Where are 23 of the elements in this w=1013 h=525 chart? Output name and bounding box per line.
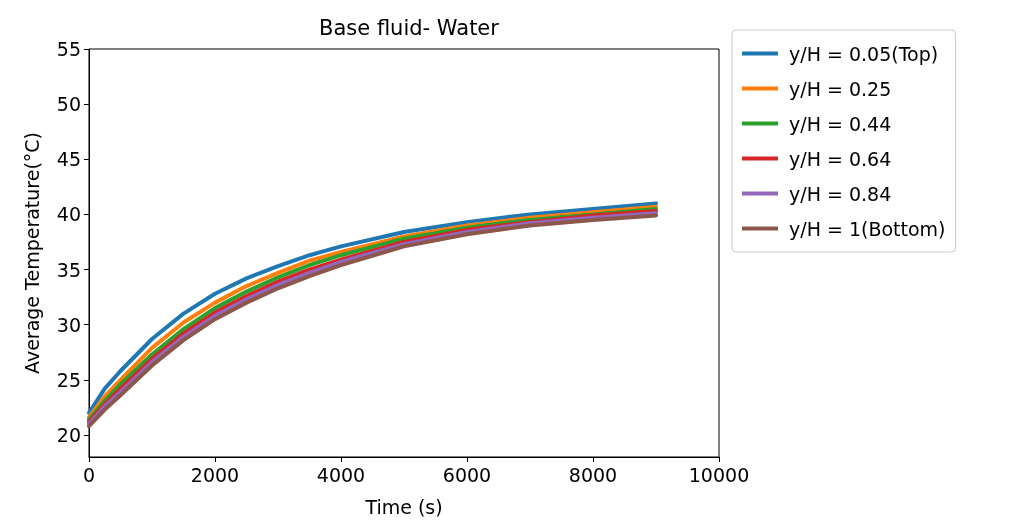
y-tick-label: 30 bbox=[56, 313, 81, 336]
legend-label: y/H = 0.64 bbox=[789, 147, 892, 170]
y-tick-label: 40 bbox=[56, 203, 81, 226]
legend-label: y/H = 1(Bottom) bbox=[789, 217, 946, 240]
y-tick-label: 50 bbox=[56, 93, 81, 116]
y-tick-label: 25 bbox=[56, 368, 81, 391]
x-tick-label: 0 bbox=[82, 463, 96, 486]
x-tick-label: 4000 bbox=[316, 463, 366, 486]
x-tick-label: 10000 bbox=[688, 463, 750, 486]
legend-label: y/H = 0.84 bbox=[789, 182, 892, 205]
x-tick-label: 2000 bbox=[190, 463, 240, 486]
y-tick-label: 55 bbox=[56, 38, 81, 60]
x-axis-title: Time (s) bbox=[364, 495, 443, 518]
y-axis-title: Average Temperature(°C) bbox=[20, 131, 43, 375]
x-tick-label: 6000 bbox=[442, 463, 492, 486]
y-tick-label: 20 bbox=[56, 423, 81, 446]
y-tick-label: 35 bbox=[56, 258, 81, 281]
chart-title: Base fluid- Water bbox=[319, 15, 500, 40]
x-tick-label: 8000 bbox=[568, 463, 618, 486]
legend-label: y/H = 0.44 bbox=[789, 112, 892, 135]
legend-label: y/H = 0.05(Top) bbox=[789, 42, 939, 65]
legend-label: y/H = 0.25 bbox=[789, 77, 892, 100]
y-tick-label: 45 bbox=[56, 148, 81, 171]
